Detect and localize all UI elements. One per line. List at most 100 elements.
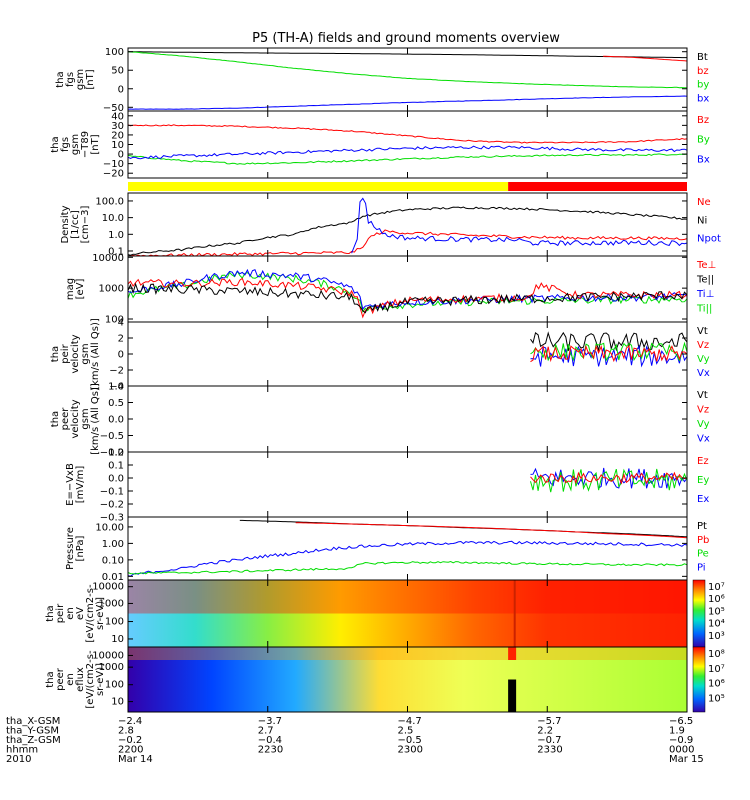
legend-entry: Npot <box>697 234 721 245</box>
y-axis-label: eflux <box>75 667 86 692</box>
legend-entry: Ni <box>697 215 707 226</box>
legend-entry: Vz <box>697 405 709 416</box>
colorbar-label: 10⁴ <box>708 619 725 630</box>
spectrogram-spike <box>508 647 517 660</box>
footer-row-label: 2010 <box>6 754 31 765</box>
colorbar-label: 10⁸ <box>708 649 725 660</box>
legend-entry: Te|| <box>696 275 714 286</box>
footer-row-label: hhmm <box>6 745 38 756</box>
spectrogram-gap <box>508 679 517 712</box>
panel-peir_vel: 4 2 0 −2 −4 tha peir velocity gsm [km/s (All Qs)]… <box>50 318 710 393</box>
y-axis-label: Pressure <box>65 527 76 570</box>
y-tick-label: 1000 <box>99 662 124 673</box>
legend-entry: Ti|| <box>696 304 712 315</box>
y-axis-label: peir <box>60 343 71 363</box>
y-axis-label: en <box>65 673 76 686</box>
series-Pe <box>127 560 688 575</box>
footer-value: −0.4 <box>258 735 282 746</box>
y-tick-label: 0.01 <box>102 572 124 583</box>
y-axis-label: [eV/(cm2-s- <box>85 650 96 709</box>
y-tick-label: 0.2 <box>108 448 124 459</box>
series-Vy <box>530 341 688 362</box>
footer-value: 0000 <box>669 745 694 756</box>
spectrogram-image <box>128 580 687 647</box>
panel-pressure: 10.00 1.00 0.10 0.01 Pressure [nPa] Pt Pb Pe Pi <box>65 516 709 583</box>
footer-value: −0.7 <box>537 735 561 746</box>
y-axis-label: [mV/m] <box>75 466 86 504</box>
y-tick-label: 0.1 <box>108 461 124 472</box>
figure-title: P5 (TH-A) fields and ground moments over… <box>252 31 560 46</box>
series-Ni <box>127 206 688 256</box>
footer-value: 2.5 <box>398 726 414 737</box>
y-tick-label: 100 <box>105 47 124 58</box>
y-tick-label: 0 <box>118 150 124 161</box>
series-Te|| <box>127 282 688 314</box>
y-tick-label: 10 <box>111 634 124 645</box>
y-axis-label: tha <box>45 671 56 687</box>
y-tick-label: 0.10 <box>102 555 124 566</box>
footer-value: 2230 <box>258 745 283 756</box>
y-tick-label: 4 <box>118 318 124 329</box>
y-tick-label: −50 <box>103 103 124 114</box>
legend-entry: Vz <box>697 340 709 351</box>
footer-value: −6.5 <box>669 716 693 727</box>
y-tick-label: 0 <box>118 350 124 361</box>
series-Ne <box>128 229 688 257</box>
series-Ez <box>530 471 688 485</box>
panel-temp: 10000 1000 100 mag [eV] Te⊥ Te|| Ti⊥ Ti|| <box>65 253 716 326</box>
y-axis-label: [km/s (All Qs)] <box>90 383 101 455</box>
footer-row-label: tha_X-GSM <box>6 716 60 727</box>
panel-frame <box>127 516 688 581</box>
y-axis-label: fgs <box>65 72 76 87</box>
y-axis-label: mag <box>65 278 76 300</box>
y-tick-label: 10000 <box>92 253 124 264</box>
y-tick-label: −1.0 <box>100 448 124 459</box>
y-axis-label: gsm <box>80 408 91 429</box>
footer-value: −0.2 <box>118 735 142 746</box>
panel-frame <box>127 255 688 323</box>
y-tick-label: −2 <box>109 366 124 377</box>
mode-bar-segment <box>128 182 509 191</box>
panel-frame <box>127 110 688 179</box>
colorbar-label: 10⁷ <box>708 664 725 675</box>
y-axis-label: [km/s (All Qs)] <box>90 318 101 390</box>
y-axis-label: peer <box>55 667 66 691</box>
y-tick-label: 10 <box>111 140 124 151</box>
legend-entry: Pi <box>697 562 706 573</box>
y-axis-label: tha <box>55 71 66 87</box>
y-axis-label: [nPa] <box>75 535 86 561</box>
y-axis-label: velocity <box>70 399 81 438</box>
y-axis-label: peer <box>60 407 71 431</box>
y-tick-label: 20 <box>111 130 124 141</box>
y-tick-label: 30 <box>111 121 124 132</box>
y-tick-label: 1.0 <box>108 230 124 241</box>
series-By <box>127 153 688 165</box>
series-Bt <box>128 51 687 59</box>
colorbar-label: 10⁶ <box>708 594 725 605</box>
legend-entry: Vy <box>697 354 710 365</box>
footer-value: −0.9 <box>669 735 693 746</box>
y-tick-label: 0 <box>118 84 124 95</box>
y-tick-label: −4 <box>109 382 124 393</box>
y-axis-label: gsm <box>75 69 86 90</box>
y-axis-label: fgs <box>60 137 71 152</box>
y-axis-label: tha <box>50 346 61 362</box>
y-axis-label: gsm <box>70 134 81 155</box>
panel-frame <box>127 47 688 112</box>
y-axis-label: [nT] <box>85 69 96 89</box>
legend-entry: Ez <box>697 456 709 467</box>
footer-value: 2300 <box>398 745 423 756</box>
y-axis-label: tha <box>50 136 61 152</box>
y-tick-label: −20 <box>103 169 124 180</box>
y-tick-label: −0.3 <box>100 513 124 524</box>
footer-value: 2.2 <box>537 726 553 737</box>
series-Npot <box>351 197 688 254</box>
y-tick-label: −0.5 <box>100 431 124 442</box>
y-tick-label: 0.1 <box>108 246 124 257</box>
y-axis-label: [nT] <box>90 134 101 154</box>
y-tick-label: −10 <box>103 159 124 170</box>
footer-value: −5.7 <box>537 716 561 727</box>
